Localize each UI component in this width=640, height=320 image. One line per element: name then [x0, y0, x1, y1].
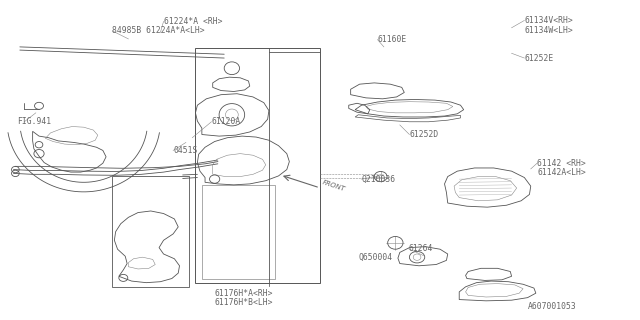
Text: 61176H*B<LH>: 61176H*B<LH>: [214, 298, 273, 307]
Text: 0451S: 0451S: [173, 146, 198, 155]
Text: Q650004: Q650004: [358, 253, 392, 262]
Text: 61134W<LH>: 61134W<LH>: [524, 26, 573, 35]
Text: 61224*A <RH>: 61224*A <RH>: [164, 17, 222, 26]
Text: 61252D: 61252D: [410, 130, 438, 139]
Text: 61142 <RH>: 61142 <RH>: [537, 159, 586, 168]
Text: 61264: 61264: [408, 244, 433, 253]
Text: Q210036: Q210036: [362, 175, 396, 184]
Text: A607001053: A607001053: [527, 302, 576, 311]
Text: 61120A: 61120A: [211, 117, 241, 126]
Text: 61142A<LH>: 61142A<LH>: [537, 168, 586, 177]
Text: FRONT: FRONT: [322, 179, 346, 192]
Text: 61176H*A<RH>: 61176H*A<RH>: [214, 289, 273, 298]
Text: 84985B 61224A*A<LH>: 84985B 61224A*A<LH>: [113, 27, 205, 36]
Text: 61252E: 61252E: [524, 53, 554, 62]
Text: 61160E: 61160E: [378, 35, 407, 44]
Text: 61134V<RH>: 61134V<RH>: [524, 16, 573, 25]
Text: FIG.941: FIG.941: [17, 117, 51, 126]
